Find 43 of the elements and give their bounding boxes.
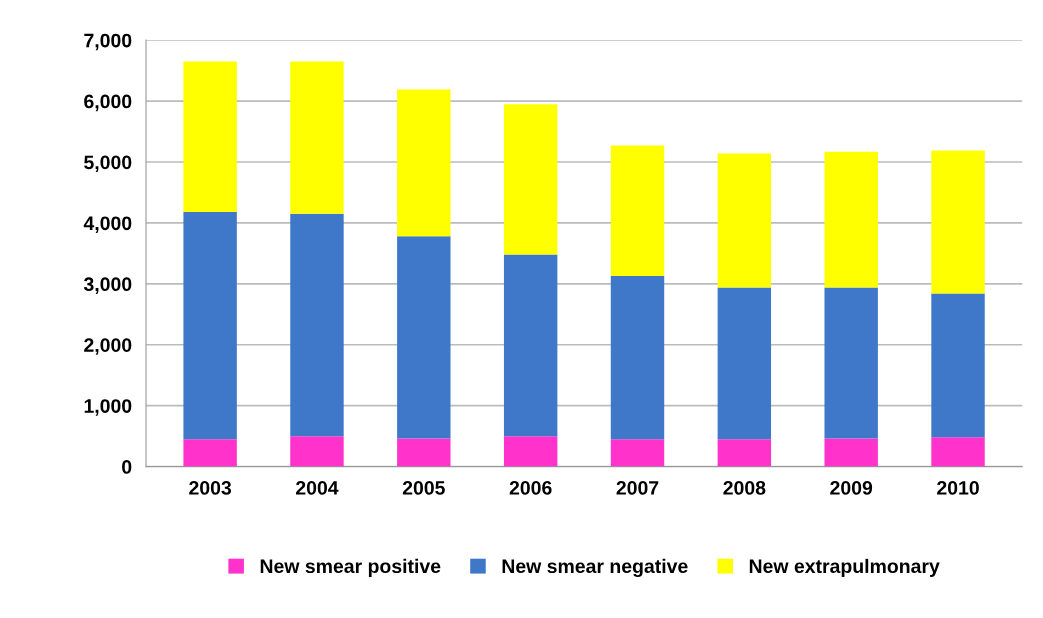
legend-label: New smear positive [260,558,441,577]
bar [183,439,237,467]
bar [290,213,344,437]
y-tick-label: 1,000 [84,399,132,416]
y-tick-label: 7,000 [84,33,132,51]
x-tick-label: 2003 [189,480,232,495]
x-tick-label: 2009 [830,480,873,495]
bar [824,438,878,467]
bar [290,61,344,214]
x-tick-label: 2005 [402,480,445,495]
bar [824,151,878,288]
y-tick-label: 2,000 [84,338,132,355]
x-tick-label: 2010 [937,480,979,495]
bar [931,150,985,294]
legend-label: New extrapulmonary [749,558,940,577]
bar [503,104,558,255]
bar [503,254,558,437]
x-tick-label: 2006 [509,480,552,495]
x-tick-label: 2007 [616,480,659,495]
x-tick-label: 2004 [296,480,339,495]
bar [290,436,344,467]
bar [717,153,772,288]
bar [183,61,237,212]
y-tick-label: 0 [122,460,132,474]
bar [931,293,985,438]
bar [610,145,665,276]
bar [931,437,985,467]
bar [397,438,451,467]
y-tick-label: 5,000 [84,155,132,173]
bar [610,275,665,440]
y-tick-label: 4,000 [83,216,132,233]
bar [824,287,878,439]
bar [397,89,451,237]
legend-label: New smear negative [502,558,688,578]
bar [503,436,558,467]
y-tick-label: 3,000 [83,277,132,294]
y-tick-label: 6,000 [84,94,132,112]
bar [717,439,772,467]
bar [397,236,451,439]
bar [183,211,237,440]
bar [717,287,772,440]
bar [610,439,665,467]
x-tick-label: 2008 [723,480,766,495]
